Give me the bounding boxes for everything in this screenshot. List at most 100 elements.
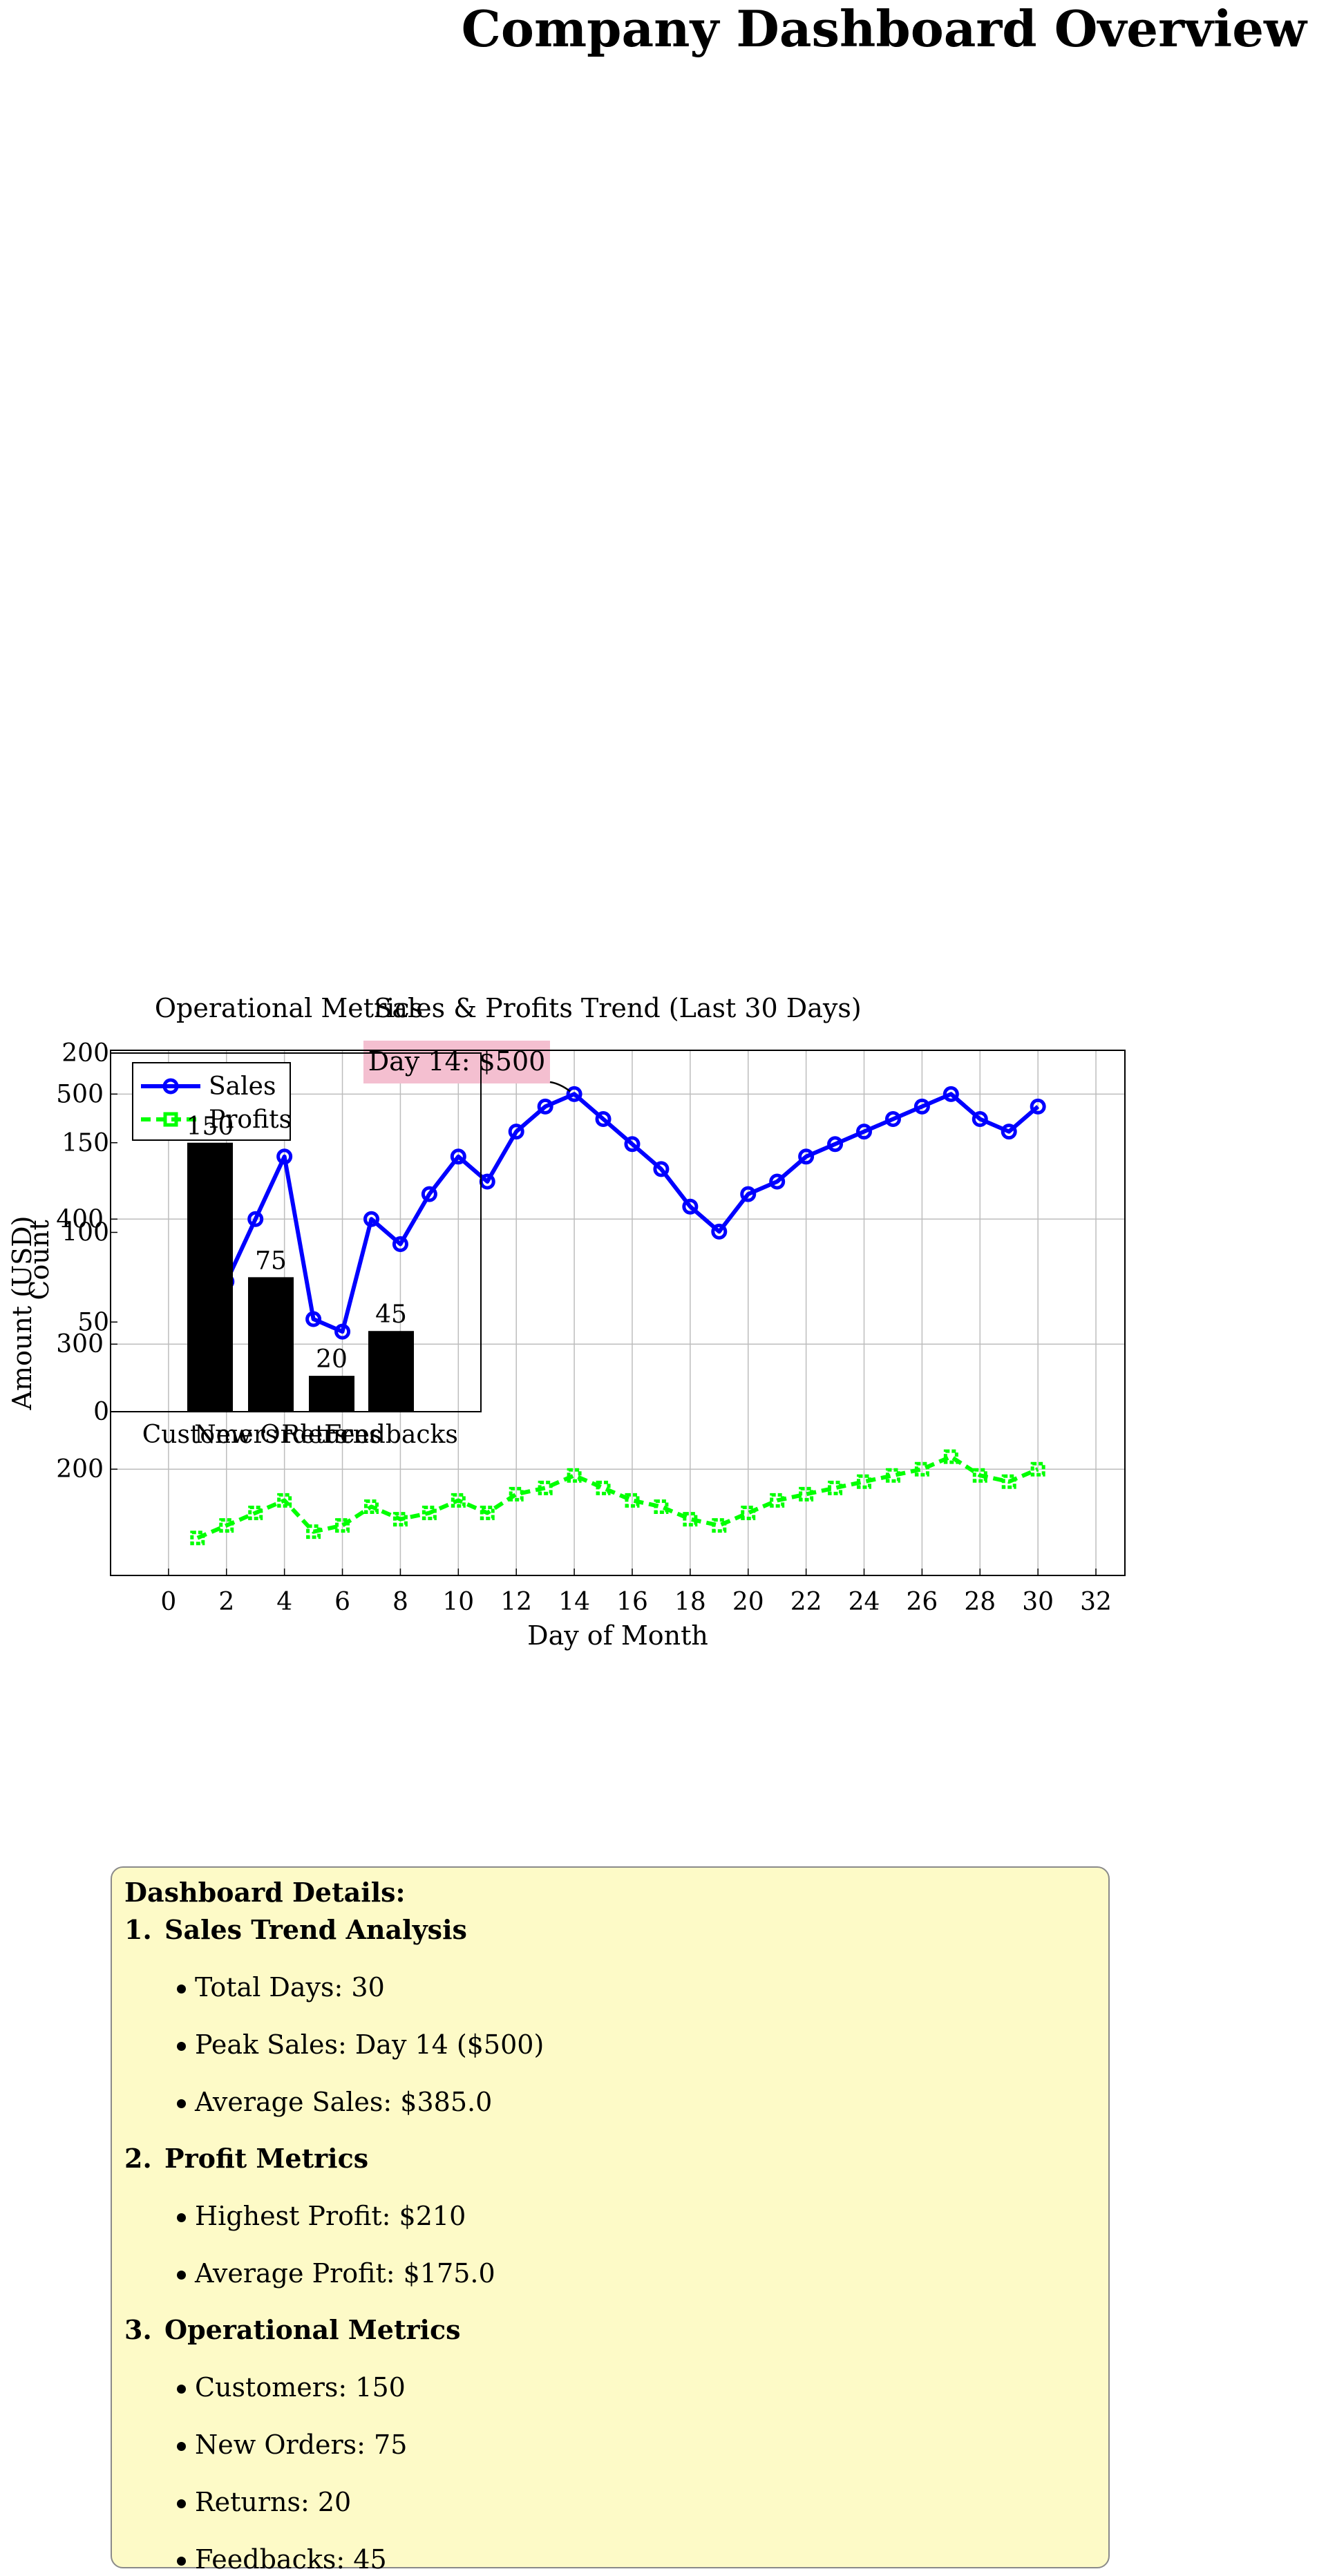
data-point [1001,1474,1016,1489]
data-point [305,1311,322,1327]
legend-label: Profits [209,1106,292,1134]
list-item: New Orders: 75 [124,2428,1108,2461]
data-point [363,1499,379,1514]
list-item: Total Days: 30 [124,1971,1108,2004]
list-item: Average Sales: $385.0 [124,2085,1108,2119]
data-point [943,1449,958,1464]
chart-area: 0 2 4 6 8 10 12 14 16 18 20 22 24 26 28 30 3220030040050… [7,993,1126,1651]
data-point [828,1480,843,1495]
details-sections: 1. Sales Trend Analysis Total Days: 30 Peak… [124,1913,1108,2576]
x-tick-label: 4 [276,1588,292,1616]
data-point [480,1506,495,1521]
data-point [769,1173,786,1190]
x-tick-label: 28 [964,1588,996,1616]
x-tick-label: 24 [849,1588,880,1616]
data-point [857,1474,872,1489]
bar-value-label: 20 [316,1345,348,1374]
x-tick-label: 10 [442,1588,474,1616]
bar-chart: 0 50 100 150 200 150 Customers 75 New Orders 20 Re… [24,993,482,1449]
data-point [913,1098,930,1115]
data-point [247,1211,264,1227]
data-point [798,1148,815,1165]
data-point [1001,1124,1017,1140]
bar-category-label: Customers [142,1421,278,1449]
bar-chart-title: Operational Metrics [155,993,423,1023]
data-point [712,1518,727,1533]
legend-marker [162,1078,179,1095]
data-point [884,1111,901,1128]
data-point [450,1148,466,1165]
x-tick-label: 2 [218,1588,234,1616]
y-tick-label: 400 [56,1205,104,1233]
section-number: 2. [124,2143,152,2174]
x-tick-label: 0 [160,1588,176,1616]
legend-label: Sales [209,1072,276,1101]
annotation-text: Day 14: $500 [368,1046,546,1077]
bar-y-tick-label: 100 [61,1219,109,1247]
data-point [566,1086,582,1102]
legend-box [132,1062,291,1141]
legend-marker [163,1112,178,1127]
data-point [277,1493,292,1508]
x-tick-label: 6 [334,1588,350,1616]
data-point [596,1480,611,1495]
bar-value-label: 45 [375,1300,407,1329]
line-chart-legend: Sales Profits [132,1062,292,1141]
data-point [942,1086,959,1102]
x-tick-label: 20 [732,1588,764,1616]
x-tick-label: 14 [558,1588,590,1616]
list-item: Average Profit: $175.0 [124,2257,1108,2290]
x-tick-label: 16 [616,1588,648,1616]
section-title: Sales Trend Analysis [164,1914,467,1945]
series-sales [189,1086,1046,1352]
list-item: Customers: 150 [124,2371,1108,2404]
bar-category-label: Feedbacks [324,1421,458,1449]
list-item: Peak Sales: Day 14 ($500) [124,2028,1108,2061]
data-point [451,1493,466,1508]
data-point [190,1531,205,1546]
section-heading: 3. Operational Metrics [124,2313,1108,2347]
data-point [625,1493,640,1508]
data-point [885,1468,900,1483]
section-heading: 1. Sales Trend Analysis [124,1913,1108,1947]
details-section: 2. Profit Metrics Highest Profit: $210 Aver… [124,2142,1108,2290]
x-tick-label: 26 [906,1588,938,1616]
data-point [508,1124,524,1140]
data-point [856,1124,873,1140]
data-point [363,1211,379,1227]
bar [187,1142,233,1412]
data-point [682,1198,699,1215]
y-tick-label: 200 [56,1455,104,1484]
data-point [653,1161,670,1177]
data-point [421,1186,437,1202]
data-point [1030,1461,1045,1477]
list-item: Highest Profit: $210 [124,2199,1108,2233]
data-point [276,1148,293,1165]
bar [248,1277,294,1412]
data-point [827,1136,844,1153]
bar-y-tick-label: 200 [61,1039,109,1068]
data-point [509,1486,524,1502]
bar-value-label: 150 [187,1112,234,1141]
bar [368,1331,414,1412]
list-item: Returns: 20 [124,2485,1108,2519]
line-chart-ticks: 0 2 4 6 8 10 12 14 16 18 20 22 24 26 28 30 3220030040050… [56,1080,1112,1616]
data-point [711,1223,728,1240]
data-point [538,1480,553,1495]
x-tick-label: 12 [500,1588,532,1616]
data-point [972,1468,987,1483]
data-point [306,1524,321,1540]
data-point [392,1235,408,1252]
bar-category-label: Returns [282,1421,382,1449]
x-axis-label: Day of Month [527,1620,708,1651]
data-point [740,1186,757,1202]
page-title: Company Dashboard Overview [461,0,1307,58]
series-profits [190,1449,1045,1546]
data-point [770,1493,785,1508]
y-tick-label: 500 [56,1080,104,1108]
dashboard-details-panel: Dashboard Details: 1. Sales Trend Analysi… [111,1866,1110,2575]
section-title: Operational Metrics [164,2314,461,2345]
data-point [624,1136,641,1153]
details-title: Dashboard Details: [124,1877,406,1908]
details-section: 3. Operational Metrics Customers: 150 New O… [124,2313,1108,2576]
